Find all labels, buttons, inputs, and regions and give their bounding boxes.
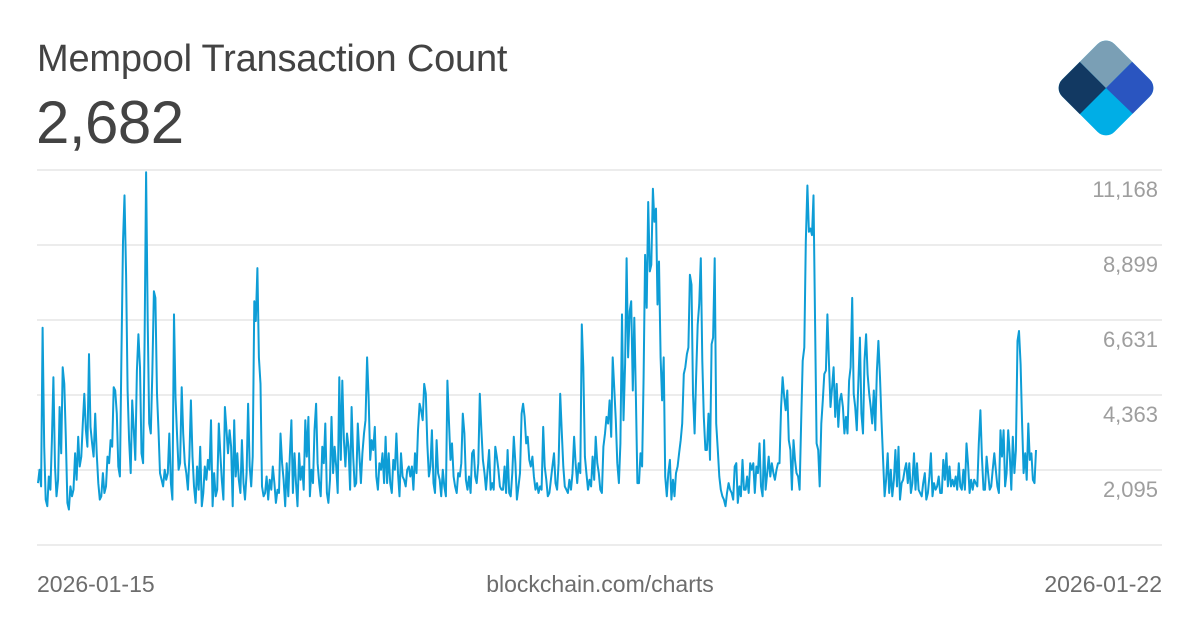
y-axis-label: 11,168 [1092,177,1158,202]
y-axis-label: 2,095 [1102,477,1158,502]
gridlines [37,169,1162,546]
blockchain-logo-icon [1053,35,1159,141]
chart-title: Mempool Transaction Count [37,38,508,80]
source-link[interactable]: blockchain.com/charts [486,571,714,597]
y-axis-label: 8,899 [1102,252,1158,277]
x-axis-start-date: 2026-01-15 [37,571,155,597]
series-line [37,171,1037,511]
current-value: 2,682 [36,89,184,156]
x-axis-end-date: 2026-01-22 [1044,571,1162,597]
y-axis-label: 4,363 [1102,402,1158,427]
y-axis-label: 6,631 [1102,327,1158,352]
